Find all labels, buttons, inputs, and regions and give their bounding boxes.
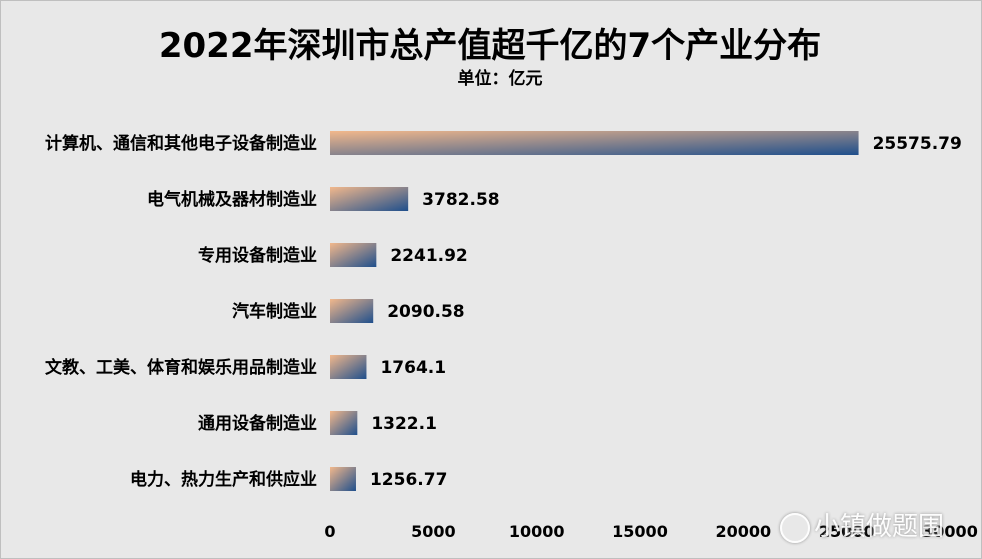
category-label: 汽车制造业 — [232, 301, 317, 322]
x-axis-ticks-group: 0 5000 10000 15000 20000 25000 30000 — [324, 522, 977, 541]
bar — [330, 243, 377, 267]
x-tick-label: 5000 — [411, 522, 456, 541]
value-label: 3782.58 — [422, 190, 499, 210]
category-label: 计算机、通信和其他电子设备制造业 — [45, 133, 317, 154]
x-tick-label: 0 — [324, 522, 335, 541]
bars-group — [330, 131, 859, 491]
chart-title: 2022年深圳市总产值超千亿的7个产业分布 — [158, 26, 822, 66]
x-tick-label: 10000 — [509, 522, 565, 541]
value-label: 25575.79 — [873, 134, 962, 154]
bar — [330, 131, 859, 155]
value-label: 1322.1 — [371, 414, 437, 434]
category-label: 电力、热力生产和供应业 — [130, 469, 317, 490]
value-label: 2241.92 — [390, 246, 467, 266]
x-tick-label: 20000 — [715, 522, 771, 541]
x-tick-label: 25000 — [819, 522, 875, 541]
watermark-text: 小镇做题围 — [814, 512, 945, 542]
value-labels-group: 25575.79 3782.58 2241.92 2090.58 1764.1 1322.… — [370, 134, 962, 490]
bar — [330, 467, 356, 491]
bar — [330, 355, 367, 379]
bar — [330, 187, 409, 211]
x-tick-label: 15000 — [612, 522, 668, 541]
weibo-icon — [780, 512, 810, 543]
value-label: 1764.1 — [380, 358, 446, 378]
value-label: 1256.77 — [370, 470, 447, 490]
category-labels-group: 计算机、通信和其他电子设备制造业电气机械及器材制造业专用设备制造业汽车制造业文教… — [45, 133, 317, 490]
x-tick-label: 30000 — [922, 522, 978, 541]
chart-subtitle: 单位：亿元 — [457, 69, 543, 89]
category-label: 文教、工美、体育和娱乐用品制造业 — [45, 357, 317, 378]
bar — [330, 299, 374, 323]
bar — [330, 411, 358, 435]
category-label: 专用设备制造业 — [198, 245, 317, 266]
category-label: 电气机械及器材制造业 — [147, 189, 317, 210]
watermark: 小镇做题围 — [780, 506, 980, 546]
category-label: 通用设备制造业 — [198, 413, 317, 434]
value-label: 2090.58 — [387, 302, 464, 322]
